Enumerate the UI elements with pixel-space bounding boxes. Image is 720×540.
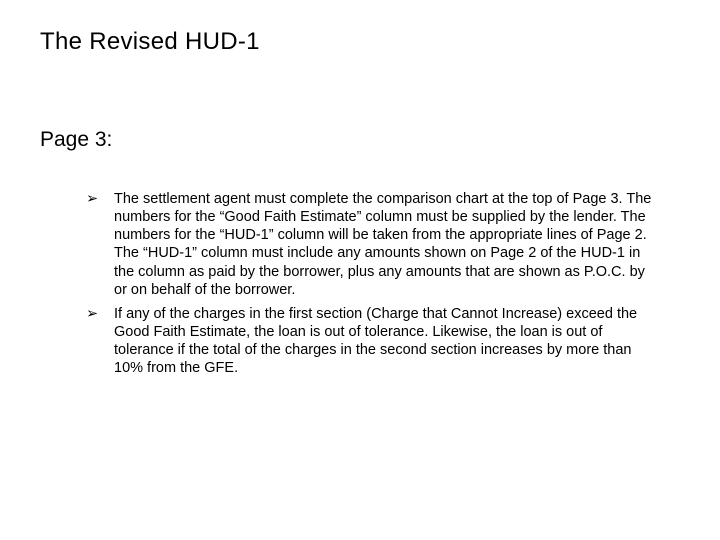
list-item: ➢ If any of the charges in the first sec…	[86, 305, 656, 378]
bullet-text: If any of the charges in the first secti…	[114, 306, 637, 376]
list-item: ➢ The settlement agent must complete the…	[86, 190, 656, 299]
bullet-arrow-icon: ➢	[86, 305, 98, 323]
slide: The Revised HUD-1 Page 3: ➢ The settleme…	[0, 0, 720, 540]
slide-title: The Revised HUD-1	[40, 28, 260, 56]
bullet-list: ➢ The settlement agent must complete the…	[86, 190, 656, 383]
bullet-text: The settlement agent must complete the c…	[114, 191, 651, 298]
slide-subtitle: Page 3:	[40, 128, 112, 152]
bullet-arrow-icon: ➢	[86, 190, 98, 208]
